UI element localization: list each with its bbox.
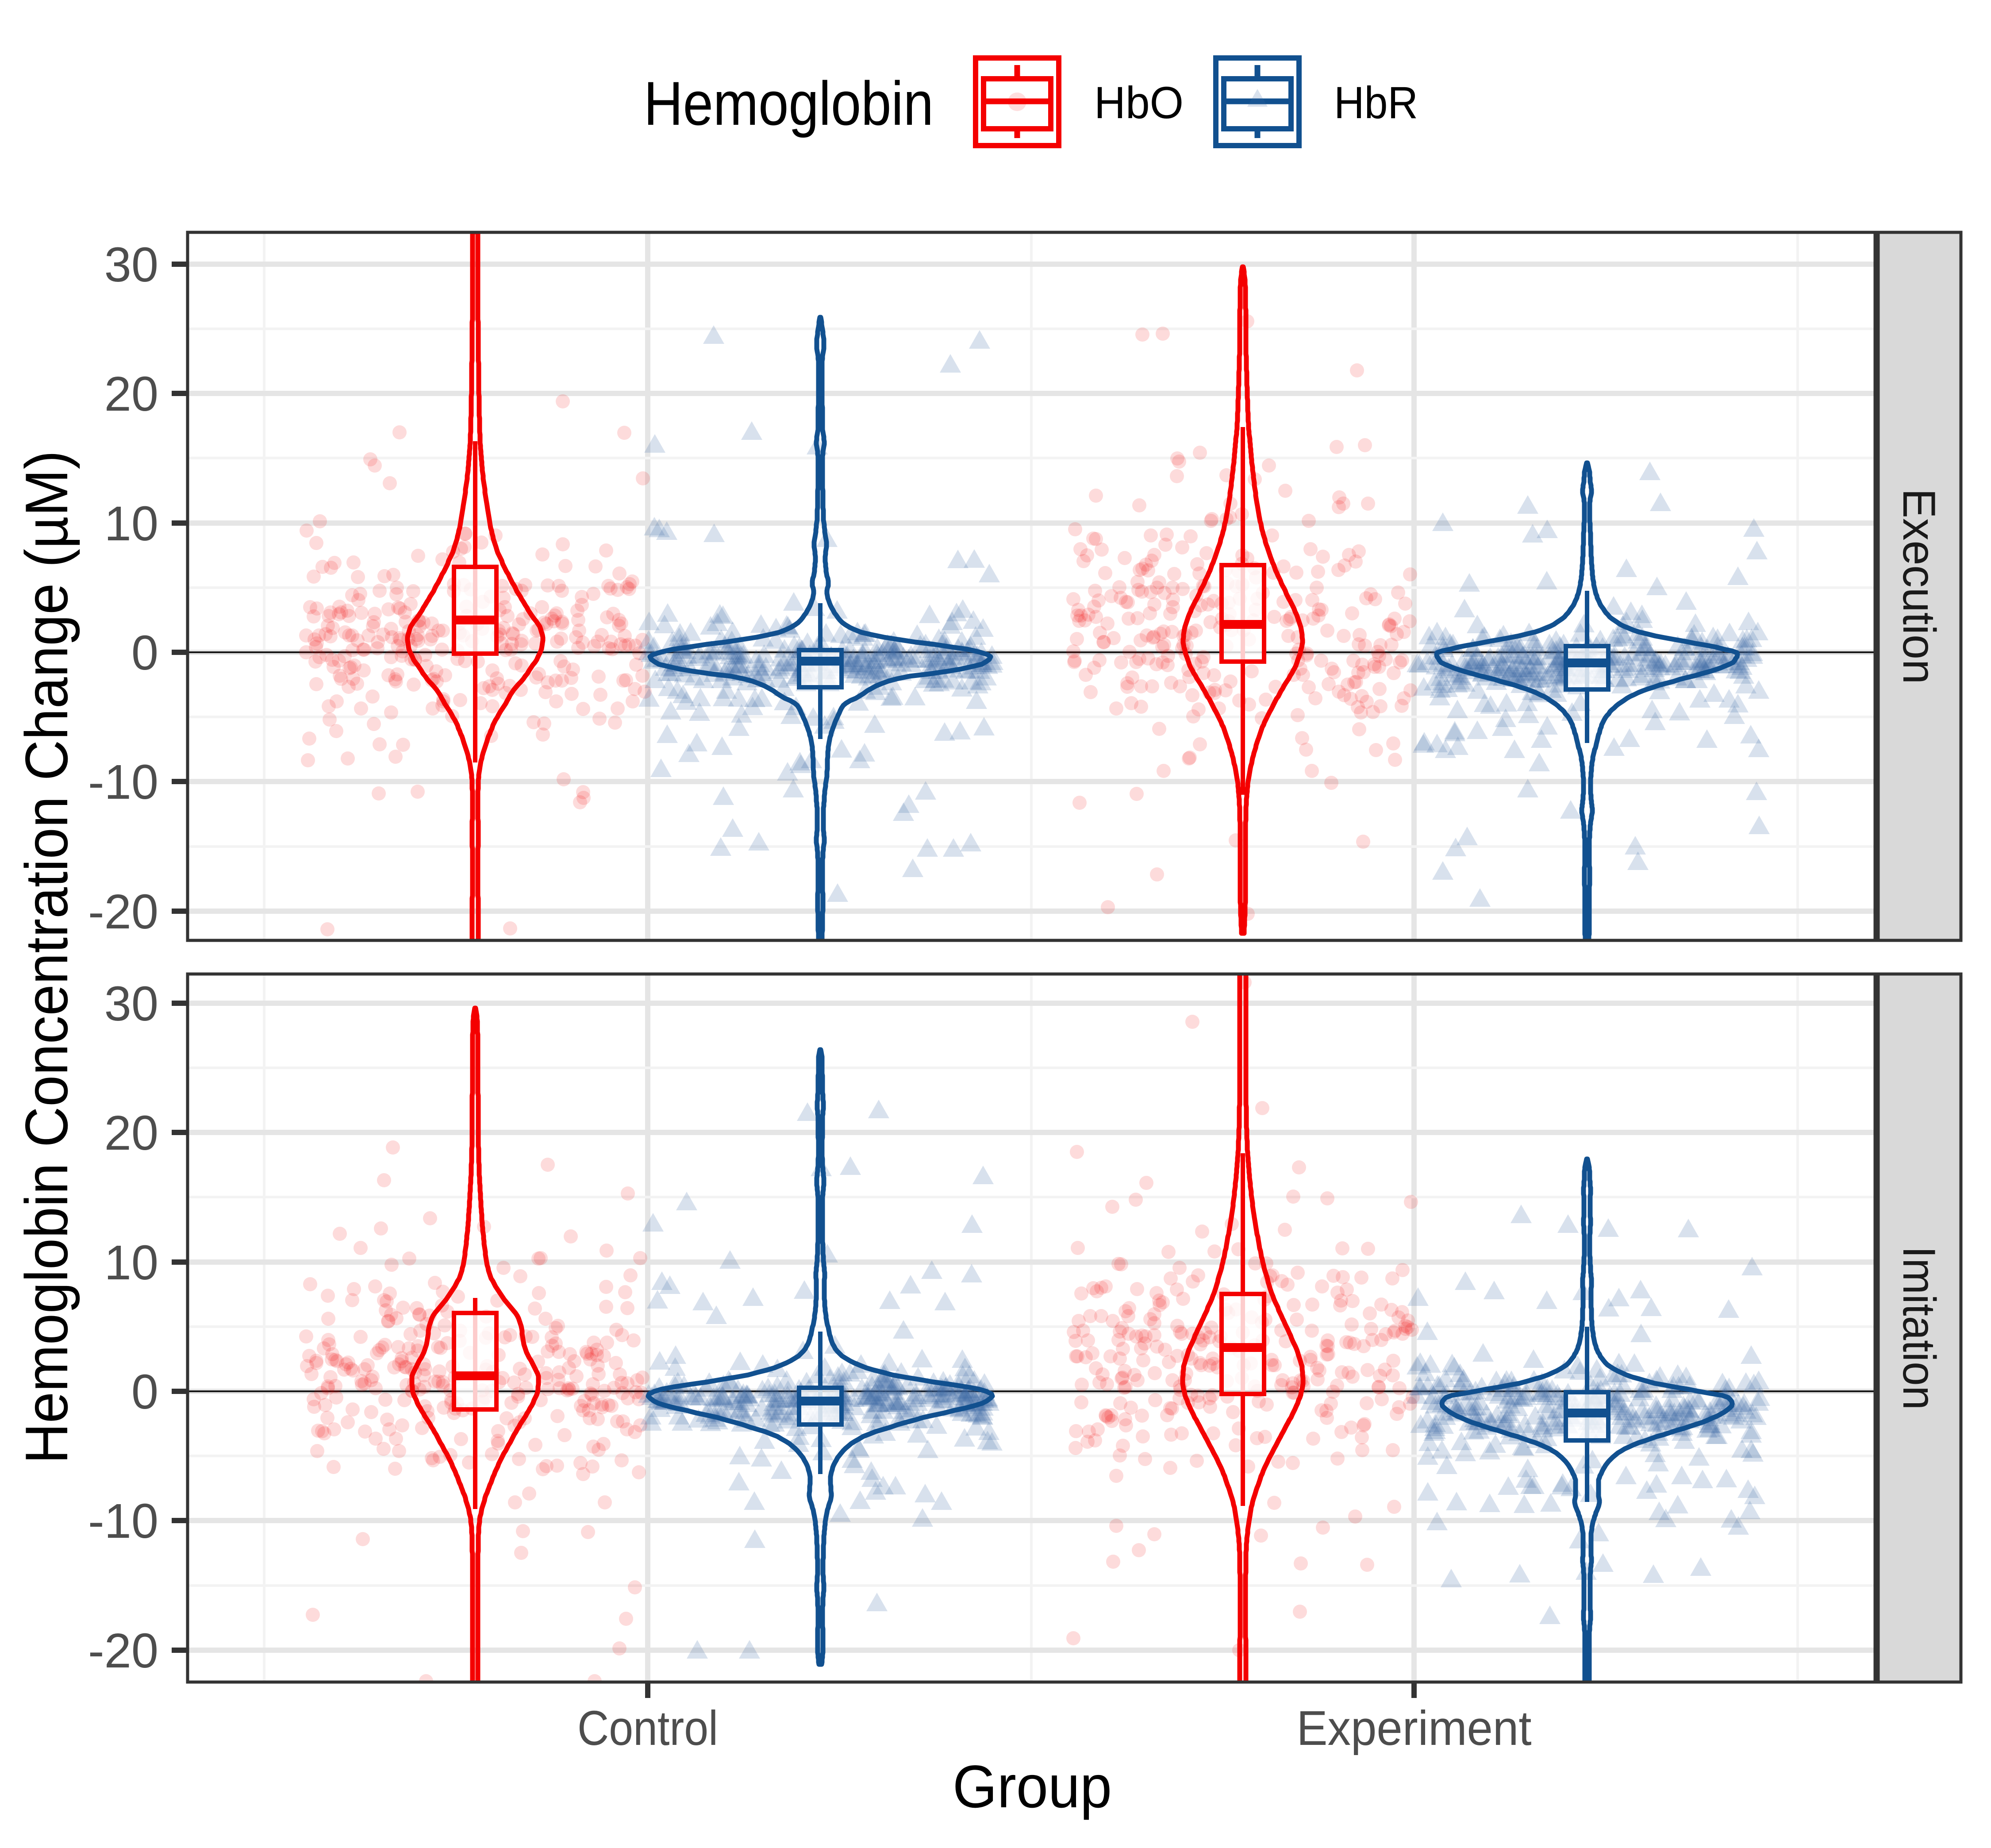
- svg-text:10: 10: [104, 1236, 158, 1290]
- svg-text:Execution: Execution: [1893, 489, 1945, 684]
- svg-text:0: 0: [131, 626, 158, 680]
- svg-text:Experiment: Experiment: [1297, 1701, 1532, 1756]
- svg-text:30: 30: [104, 238, 158, 292]
- svg-text:-20: -20: [88, 1624, 158, 1678]
- svg-text:Imitation: Imitation: [1893, 1246, 1945, 1410]
- svg-text:HbO: HbO: [1094, 77, 1184, 128]
- svg-text:Group: Group: [953, 1753, 1112, 1820]
- svg-text:10: 10: [104, 497, 158, 551]
- svg-text:-20: -20: [88, 885, 158, 939]
- svg-text:20: 20: [104, 367, 158, 421]
- svg-text:30: 30: [104, 977, 158, 1031]
- svg-text:20: 20: [104, 1106, 158, 1160]
- svg-text:Hemoglobin Concentration Chang: Hemoglobin Concentration Change (µM): [13, 450, 80, 1464]
- svg-text:0: 0: [131, 1365, 158, 1419]
- svg-text:Control: Control: [577, 1701, 718, 1756]
- svg-text:-10: -10: [88, 755, 158, 809]
- svg-text:-10: -10: [88, 1494, 158, 1548]
- svg-text:HbR: HbR: [1334, 77, 1418, 128]
- svg-text:Hemoglobin: Hemoglobin: [644, 69, 934, 138]
